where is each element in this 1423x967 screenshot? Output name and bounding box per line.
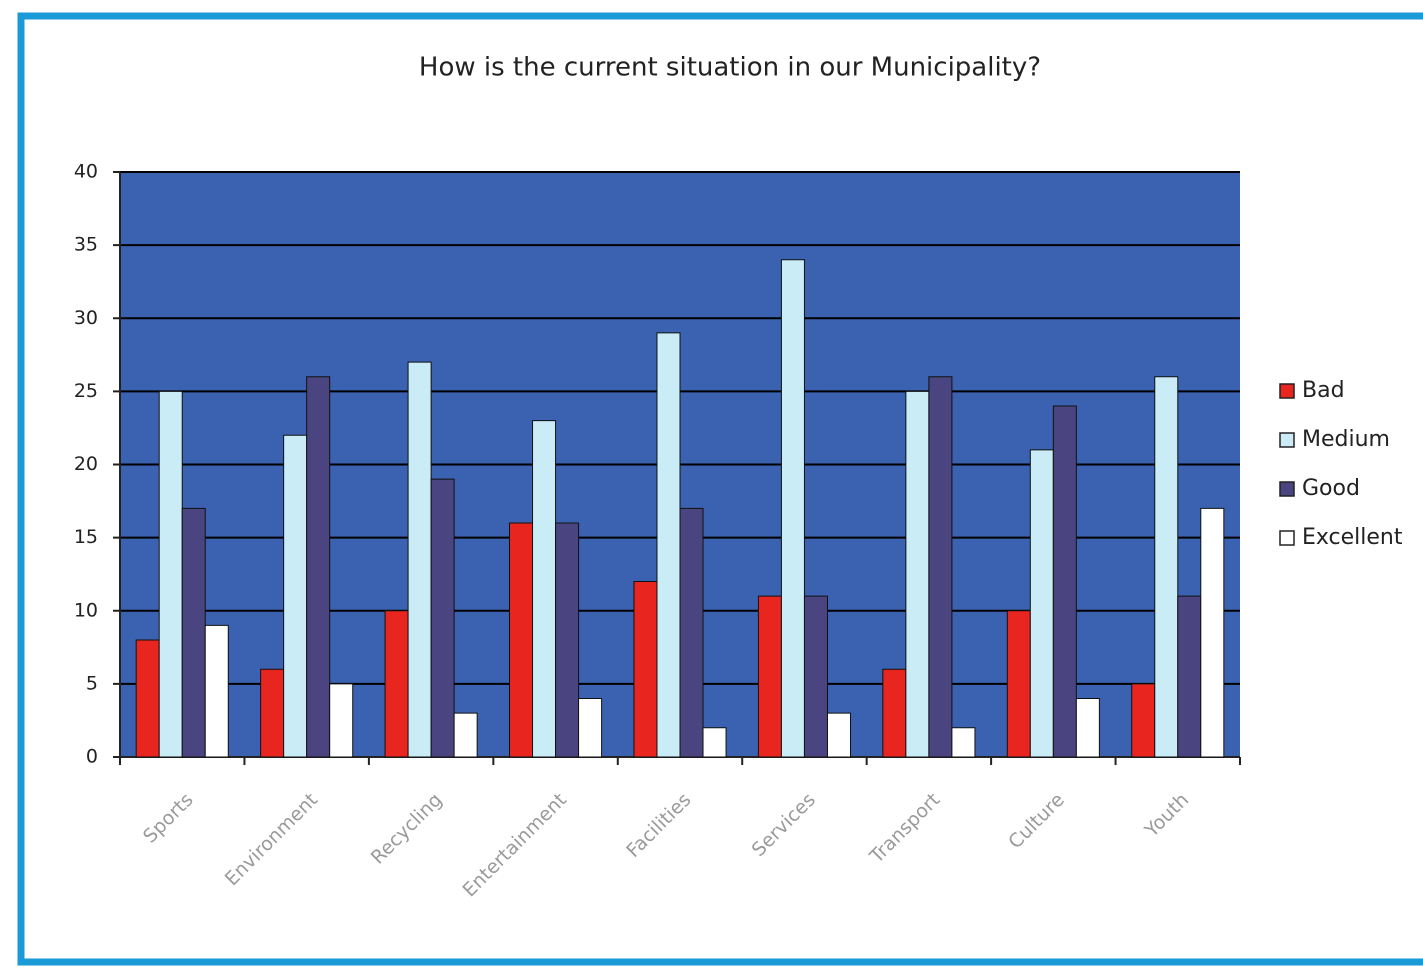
bar <box>158 390 183 758</box>
y-tick-label: 0 <box>86 746 98 768</box>
bar <box>1154 376 1179 758</box>
bar <box>1131 683 1156 758</box>
y-tick-label: 20 <box>74 453 98 475</box>
y-tick-label: 5 <box>86 672 98 694</box>
bar <box>453 712 478 758</box>
bar <box>306 376 331 758</box>
bar <box>882 668 907 758</box>
bar <box>633 581 658 758</box>
bar <box>260 668 285 758</box>
bar <box>407 361 432 758</box>
bar <box>1052 405 1077 758</box>
bar <box>1075 698 1100 758</box>
bar <box>329 683 354 758</box>
legend-swatch <box>1279 530 1295 546</box>
bar <box>204 624 229 758</box>
legend-swatch <box>1279 383 1295 399</box>
bar <box>679 507 704 758</box>
legend-label: Bad <box>1302 378 1345 403</box>
bar <box>928 376 953 758</box>
y-tick-label: 10 <box>74 599 98 621</box>
y-tick-label: 25 <box>74 380 98 402</box>
y-tick-label: 30 <box>74 307 98 329</box>
bar <box>1006 610 1031 758</box>
bar <box>578 698 603 758</box>
bar <box>1177 595 1202 758</box>
bar <box>757 595 782 758</box>
y-tick-label: 40 <box>74 161 98 183</box>
bar <box>384 610 409 758</box>
chart-title: How is the current situation in our Muni… <box>419 53 1041 83</box>
bar <box>905 390 930 758</box>
bar <box>555 522 580 758</box>
bar <box>532 420 557 758</box>
legend-label: Medium <box>1302 427 1390 452</box>
y-tick-label: 35 <box>74 234 98 256</box>
bar <box>1200 507 1225 758</box>
bar <box>509 522 534 758</box>
legend-swatch <box>1279 432 1295 448</box>
bar <box>283 434 308 758</box>
legend-label: Good <box>1302 476 1360 501</box>
bar <box>702 727 727 758</box>
y-tick-label: 15 <box>74 526 98 548</box>
bar <box>135 639 160 758</box>
bar <box>656 332 681 758</box>
bar <box>803 595 828 758</box>
bar <box>181 507 206 758</box>
legend-swatch <box>1279 481 1295 497</box>
bar <box>1029 449 1054 758</box>
bar <box>780 259 805 758</box>
bar <box>826 712 851 758</box>
legend-label: Excellent <box>1302 525 1403 550</box>
bar <box>430 478 455 758</box>
bar <box>951 727 976 758</box>
